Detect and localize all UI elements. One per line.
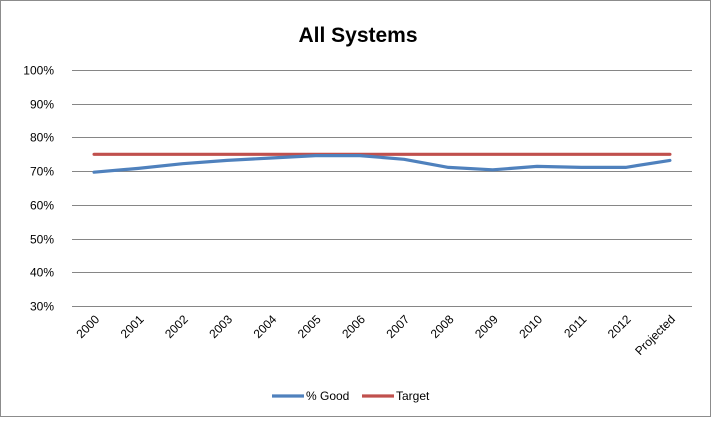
series-lines [92, 152, 672, 174]
y-tick-label: 50% [30, 233, 54, 247]
legend-label: % Good [306, 389, 349, 403]
gridlines [72, 70, 692, 307]
y-tick-label: 60% [30, 199, 54, 213]
y-axis-ticks: 30% 40% 50% 60% 70% 80% 90% 100% [23, 64, 54, 314]
y-tick-label: 100% [23, 64, 54, 78]
y-tick-label: 30% [30, 300, 54, 314]
y-tick-label: 90% [30, 98, 54, 112]
y-tick-label: 80% [30, 131, 54, 145]
series-line-good [92, 154, 672, 174]
legend: % Good Target [272, 389, 430, 403]
chart-title: All Systems [298, 24, 417, 47]
y-tick-label: 70% [30, 165, 54, 179]
y-tick-label: 40% [30, 266, 54, 280]
legend-label: Target [396, 389, 430, 403]
